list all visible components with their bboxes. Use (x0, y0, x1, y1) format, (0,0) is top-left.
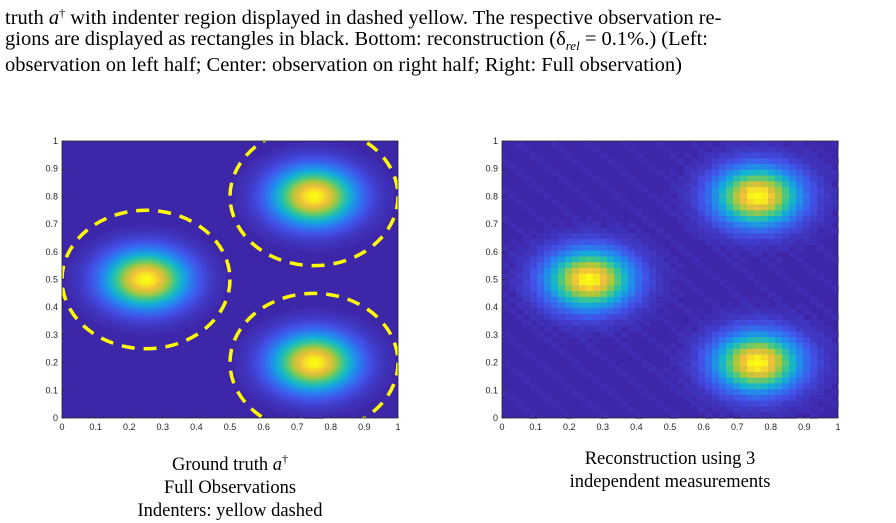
heatmap-cell (218, 299, 221, 302)
heatmap-cell (220, 295, 223, 298)
heatmap-cell (223, 289, 226, 292)
heatmap-cell (211, 309, 214, 312)
heatmap-cell (216, 303, 219, 306)
caption-delta-sub: rel (566, 38, 580, 53)
caption-line-2-rest: = 0.1%.) (Left: (580, 28, 708, 50)
caption-line-3: observation on left half; Center: observ… (5, 52, 682, 78)
caption-line-2-text: gions are displayed as rectangles in bla… (5, 28, 566, 50)
